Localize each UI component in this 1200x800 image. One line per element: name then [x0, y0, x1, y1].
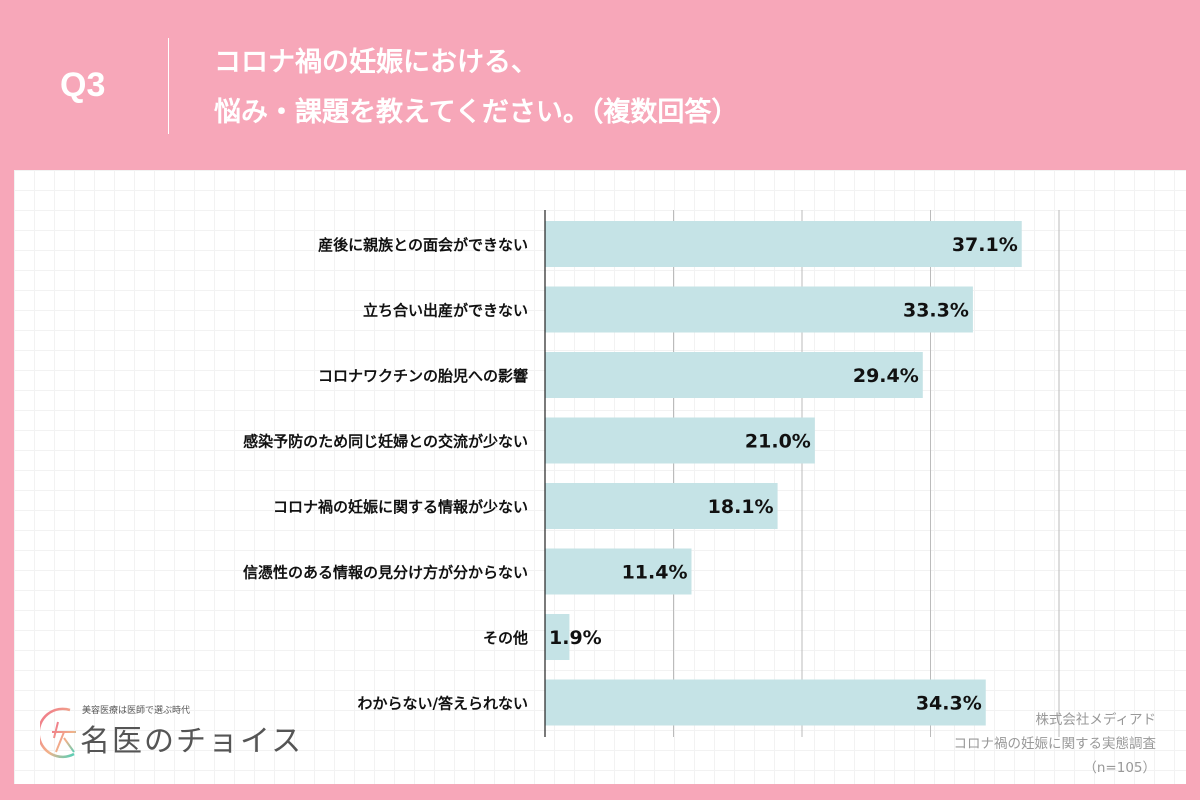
title-line-1: コロナ禍の妊娠における、 — [214, 47, 538, 78]
logo-tagline: 美容医療は医師で選ぶ時代 — [82, 706, 191, 716]
question-number: Q3 — [60, 66, 106, 104]
data-label: 1.9% — [549, 627, 602, 649]
category-label: 産後に親族との面会ができない — [318, 236, 528, 254]
data-label: 33.3% — [903, 300, 969, 322]
page-title: コロナ禍の妊娠における、 悩み・課題を教えてください。（複数回答） — [214, 38, 738, 138]
category-label: 感染予防のため同じ妊婦との交流が少ない — [243, 433, 528, 451]
category-label: その他 — [483, 629, 528, 647]
category-label: 立ち合い出産ができない — [363, 302, 528, 320]
category-label: コロナ禍の妊娠に関する情報が少ない — [273, 498, 528, 516]
category-label: 信憑性のある情報の見分け方が分からない — [243, 564, 528, 582]
data-label: 21.0% — [745, 431, 811, 453]
data-label: 37.1% — [952, 234, 1018, 256]
bar — [545, 548, 692, 595]
bar — [545, 286, 973, 333]
source-company: 株式会社メディアド — [1035, 712, 1156, 728]
logo-name: 名医のチョイス — [80, 724, 304, 759]
bar — [545, 614, 570, 660]
logo: 美容医療は医師で選ぶ時代 名医のチョイス — [40, 700, 330, 766]
source-note: 株式会社メディアド コロナ禍の妊娠に関する実態調査 （n=105） — [954, 708, 1157, 780]
data-label: 18.1% — [708, 496, 774, 518]
divider — [168, 38, 169, 134]
data-label: 11.4% — [622, 562, 688, 584]
category-label: コロナワクチンの胎児への影響 — [318, 367, 528, 385]
source-survey: コロナ禍の妊娠に関する実態調査 — [953, 736, 1157, 752]
category-label: わからない/答えられない — [358, 695, 528, 713]
bar — [545, 352, 923, 398]
bar — [545, 417, 815, 464]
data-label: 34.3% — [916, 693, 982, 715]
bar — [545, 221, 1022, 267]
bar — [545, 483, 778, 529]
bar — [545, 679, 986, 726]
logo-mark-icon — [40, 707, 76, 759]
sample-size: （n=105） — [1083, 760, 1156, 776]
title-line-2: 悩み・課題を教えてください。（複数回答） — [214, 97, 739, 128]
data-label: 29.4% — [853, 365, 919, 387]
